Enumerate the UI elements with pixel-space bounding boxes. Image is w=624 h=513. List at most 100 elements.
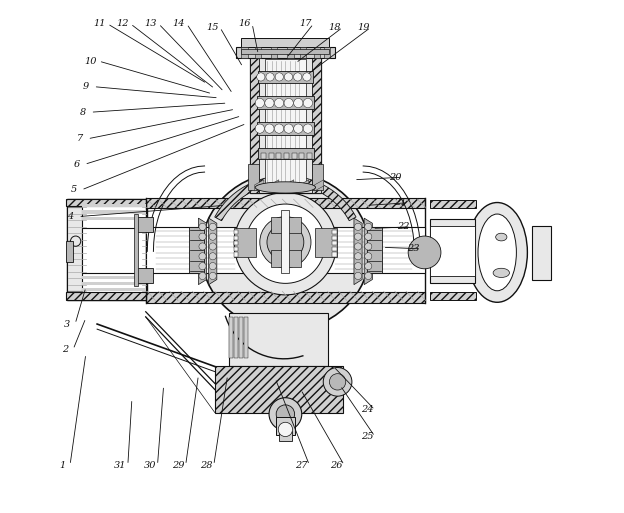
- Text: 13: 13: [145, 19, 157, 28]
- Bar: [82, 204, 146, 207]
- Bar: [271, 217, 301, 233]
- Bar: [315, 228, 336, 256]
- Polygon shape: [66, 199, 146, 206]
- Circle shape: [199, 243, 206, 250]
- Polygon shape: [198, 218, 207, 285]
- Circle shape: [71, 236, 80, 246]
- Bar: [82, 210, 146, 213]
- Text: 1: 1: [59, 461, 66, 470]
- Bar: [67, 207, 82, 291]
- Circle shape: [199, 223, 206, 230]
- Polygon shape: [364, 218, 373, 285]
- Text: 2: 2: [62, 345, 69, 354]
- Circle shape: [199, 272, 206, 280]
- Text: 8: 8: [80, 108, 86, 117]
- Bar: [276, 153, 281, 160]
- Bar: [234, 241, 238, 245]
- Circle shape: [303, 98, 313, 108]
- Bar: [430, 226, 475, 276]
- Polygon shape: [430, 292, 475, 300]
- Bar: [250, 50, 259, 192]
- Circle shape: [354, 272, 362, 280]
- Circle shape: [285, 73, 293, 81]
- Circle shape: [275, 73, 283, 81]
- Text: 6: 6: [74, 160, 80, 169]
- Circle shape: [209, 243, 217, 250]
- Polygon shape: [66, 292, 146, 300]
- Bar: [234, 235, 238, 240]
- Text: 9: 9: [83, 82, 89, 91]
- Bar: [300, 153, 305, 160]
- Bar: [333, 247, 336, 251]
- Bar: [307, 153, 312, 160]
- Polygon shape: [285, 180, 294, 191]
- Text: 10: 10: [85, 56, 97, 66]
- Text: 21: 21: [394, 199, 406, 207]
- Text: 30: 30: [144, 461, 156, 470]
- Text: 25: 25: [361, 432, 374, 441]
- Circle shape: [265, 98, 274, 108]
- Bar: [234, 230, 238, 234]
- Bar: [312, 50, 321, 192]
- Circle shape: [364, 233, 372, 240]
- Bar: [261, 153, 266, 160]
- Bar: [134, 213, 138, 286]
- Bar: [234, 317, 238, 358]
- Bar: [189, 227, 203, 273]
- Bar: [288, 47, 293, 58]
- Bar: [255, 47, 261, 58]
- Polygon shape: [215, 366, 343, 412]
- Text: 20: 20: [389, 173, 401, 182]
- Bar: [291, 153, 296, 160]
- Ellipse shape: [267, 224, 304, 261]
- Ellipse shape: [493, 268, 509, 278]
- Polygon shape: [146, 292, 424, 303]
- Polygon shape: [229, 313, 328, 366]
- Bar: [333, 235, 336, 240]
- Ellipse shape: [246, 204, 325, 283]
- Bar: [256, 122, 314, 135]
- Bar: [236, 47, 334, 58]
- Text: 26: 26: [330, 461, 343, 470]
- Circle shape: [209, 253, 217, 260]
- Circle shape: [364, 243, 372, 250]
- Text: 22: 22: [397, 222, 409, 231]
- Bar: [258, 71, 313, 83]
- Bar: [368, 227, 382, 273]
- Circle shape: [294, 98, 303, 108]
- Circle shape: [199, 253, 206, 260]
- Text: 28: 28: [200, 461, 212, 470]
- Circle shape: [275, 124, 284, 133]
- Bar: [82, 276, 146, 279]
- Text: 29: 29: [172, 461, 184, 470]
- Bar: [333, 252, 336, 256]
- Circle shape: [209, 272, 217, 280]
- Text: 15: 15: [206, 23, 218, 32]
- Ellipse shape: [234, 192, 336, 295]
- Bar: [66, 241, 72, 262]
- Text: 18: 18: [329, 23, 341, 32]
- Circle shape: [265, 124, 274, 133]
- Circle shape: [284, 124, 293, 133]
- Ellipse shape: [260, 216, 311, 268]
- Bar: [234, 247, 238, 251]
- Circle shape: [323, 367, 352, 396]
- Circle shape: [276, 405, 295, 423]
- Polygon shape: [248, 164, 259, 190]
- Text: 17: 17: [300, 19, 312, 28]
- Polygon shape: [270, 180, 279, 191]
- Text: 31: 31: [114, 461, 127, 470]
- Bar: [276, 417, 295, 435]
- Ellipse shape: [255, 182, 316, 193]
- Ellipse shape: [467, 203, 527, 302]
- Bar: [245, 317, 248, 358]
- Bar: [333, 241, 336, 245]
- Text: 7: 7: [77, 134, 83, 143]
- Polygon shape: [146, 198, 424, 208]
- Bar: [241, 37, 329, 47]
- Bar: [280, 431, 291, 441]
- Circle shape: [364, 263, 372, 270]
- Circle shape: [354, 253, 362, 260]
- Bar: [240, 317, 243, 358]
- Bar: [314, 47, 320, 58]
